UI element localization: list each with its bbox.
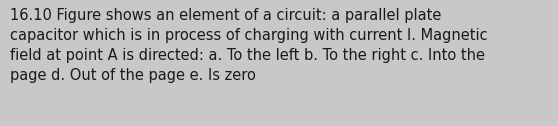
Text: 16.10 Figure shows an element of a circuit: a parallel plate
capacitor which is : 16.10 Figure shows an element of a circu…	[10, 8, 488, 83]
